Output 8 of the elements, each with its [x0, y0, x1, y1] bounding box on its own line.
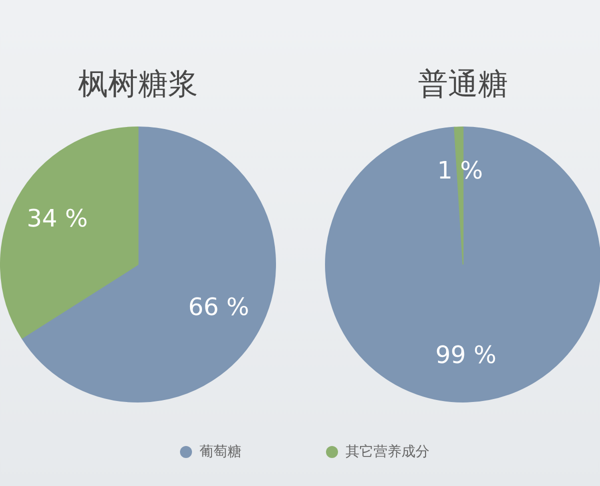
slice-label: 枫树糖浆: [78, 66, 198, 102]
legend-label: 其它营养成分: [346, 443, 430, 461]
legend-label: 葡萄糖: [200, 443, 242, 461]
data-label: 99 %: [435, 340, 496, 369]
data-label: 34 %: [26, 204, 88, 232]
slice-label: 普通糖: [418, 66, 508, 102]
data-label: 66 %: [188, 293, 250, 322]
data-label: 1 %: [437, 156, 483, 185]
